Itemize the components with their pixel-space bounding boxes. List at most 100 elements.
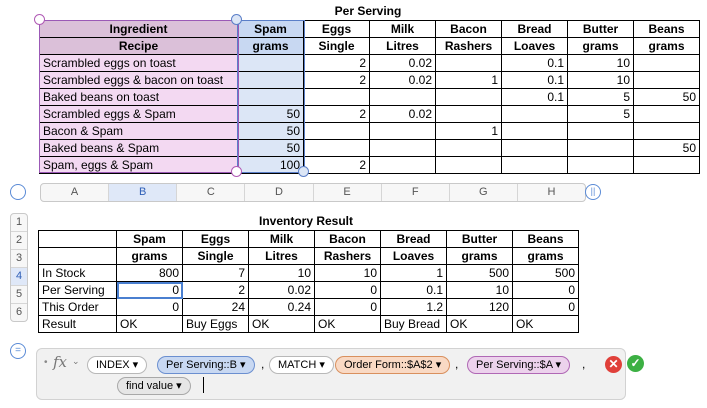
inventory-header-cell[interactable]: Loaves (380, 247, 447, 265)
inventory-label-cell[interactable]: Result (38, 315, 117, 333)
inventory-value-cell[interactable]: OK (248, 315, 315, 333)
inventory-value-cell[interactable]: 7 (182, 264, 249, 282)
inventory-header-cell[interactable]: Eggs (182, 230, 249, 248)
row-header-6[interactable]: 6 (15, 306, 23, 318)
inventory-value-cell[interactable]: 24 (182, 298, 249, 316)
recipe-name-cell[interactable]: Spam, eggs & Spam (39, 156, 238, 174)
column-header-a[interactable]: A (41, 184, 110, 201)
selection-handle-bottom-left[interactable] (231, 166, 242, 177)
per-serving-value-cell[interactable] (435, 88, 502, 106)
per-serving-value-cell[interactable]: 1 (435, 122, 502, 140)
per-serving-value-cell[interactable]: 50 (633, 139, 700, 157)
inventory-value-cell[interactable]: 0 (512, 281, 579, 299)
inventory-header-cell[interactable]: grams (116, 247, 183, 265)
per-serving-value-cell[interactable]: 0.1 (501, 88, 568, 106)
per-serving-value-cell[interactable] (435, 54, 502, 72)
per-serving-value-cell[interactable]: 0.02 (369, 105, 436, 123)
per-serving-value-cell[interactable]: 5 (567, 88, 634, 106)
inventory-value-cell[interactable]: 1 (380, 264, 447, 282)
inventory-value-cell[interactable]: OK (116, 315, 183, 333)
per-serving-value-cell[interactable]: 1 (435, 71, 502, 89)
inventory-header-cell[interactable] (38, 247, 117, 265)
row-header-3[interactable]: 3 (11, 250, 27, 268)
inventory-label-cell[interactable]: This Order (38, 298, 117, 316)
inventory-value-cell[interactable]: Buy Bread (380, 315, 447, 333)
inventory-value-cell[interactable]: 10 (446, 281, 513, 299)
per-serving-value-cell[interactable]: 10 (567, 54, 634, 72)
per-serving-header-cell[interactable]: Bread (501, 20, 568, 38)
per-serving-value-cell[interactable] (303, 88, 370, 106)
column-header-c[interactable]: C (177, 184, 246, 201)
per-serving-value-cell[interactable] (501, 105, 568, 123)
inventory-header-cell[interactable]: Beans (512, 230, 579, 248)
per-serving-value-cell[interactable]: 10 (567, 71, 634, 89)
per-serving-value-cell[interactable] (303, 122, 370, 140)
inventory-header-cell[interactable]: grams (512, 247, 579, 265)
per-serving-header-cell[interactable]: grams (237, 37, 304, 55)
fx-menu-chevron-icon[interactable]: ⌄ (72, 356, 80, 366)
per-serving-header-cell[interactable]: grams (633, 37, 700, 55)
cancel-formula-icon[interactable]: ✕ (605, 356, 622, 373)
per-serving-value-cell[interactable] (567, 156, 634, 174)
recipe-name-cell[interactable]: Baked beans & Spam (39, 139, 238, 157)
per-serving-value-cell[interactable]: 0.02 (369, 54, 436, 72)
column-header-h[interactable]: H (547, 186, 556, 198)
inventory-value-cell[interactable]: 0 (116, 281, 183, 299)
token-match[interactable]: MATCH ▾ (269, 356, 334, 374)
inventory-header-cell[interactable]: Single (182, 247, 249, 265)
column-header-d[interactable]: D (245, 184, 314, 201)
per-serving-value-cell[interactable]: 50 (237, 122, 304, 140)
recipe-name-cell[interactable]: Scrambled eggs & Spam (39, 105, 238, 123)
select-all-circle-icon[interactable] (10, 184, 26, 200)
inventory-value-cell[interactable]: OK (314, 315, 381, 333)
inventory-header-cell[interactable]: Milk (248, 230, 315, 248)
inventory-header-cell[interactable]: Spam (116, 230, 183, 248)
per-serving-value-cell[interactable] (435, 139, 502, 157)
per-serving-value-cell[interactable]: 5 (567, 105, 634, 123)
per-serving-value-cell[interactable] (633, 156, 700, 174)
token-order-form[interactable]: Order Form::$A$2 ▾ (335, 356, 451, 374)
inventory-value-cell[interactable]: 10 (314, 264, 381, 282)
row-header-1[interactable]: 1 (11, 214, 27, 232)
per-serving-value-cell[interactable] (567, 139, 634, 157)
inventory-value-cell[interactable]: Buy Eggs (182, 315, 249, 333)
per-serving-value-cell[interactable] (633, 122, 700, 140)
per-serving-value-cell[interactable] (237, 54, 304, 72)
inventory-value-cell[interactable]: OK (512, 315, 579, 333)
per-serving-value-cell[interactable] (369, 88, 436, 106)
per-serving-header-cell[interactable]: Ingredient (39, 20, 238, 38)
per-serving-value-cell[interactable] (633, 105, 700, 123)
per-serving-value-cell[interactable]: 50 (633, 88, 700, 106)
inventory-header-cell[interactable] (38, 230, 117, 248)
inventory-value-cell[interactable]: 10 (248, 264, 315, 282)
inventory-value-cell[interactable]: 0 (116, 298, 183, 316)
selection-handle-top-right[interactable] (231, 14, 242, 25)
per-serving-header-cell[interactable]: Bacon (435, 20, 502, 38)
inventory-value-cell[interactable]: 0 (512, 298, 579, 316)
per-serving-value-cell[interactable]: 100 (237, 156, 304, 174)
inventory-label-cell[interactable]: In Stock (38, 264, 117, 282)
per-serving-value-cell[interactable]: 2 (303, 105, 370, 123)
per-serving-value-cell[interactable]: 2 (303, 156, 370, 174)
selection-handle-bottom-right[interactable] (298, 166, 309, 177)
freeze-columns-handle-icon[interactable]: || (585, 184, 601, 200)
token-index[interactable]: INDEX ▾ (87, 356, 148, 374)
inventory-label-cell[interactable]: Per Serving (38, 281, 117, 299)
token-per-serving-b[interactable]: Per Serving::B ▾ (157, 356, 255, 374)
per-serving-value-cell[interactable] (501, 139, 568, 157)
per-serving-header-cell[interactable]: Milk (369, 20, 436, 38)
recipe-name-cell[interactable]: Scrambled eggs & bacon on toast (39, 71, 238, 89)
inventory-value-cell[interactable]: 500 (446, 264, 513, 282)
inventory-value-cell[interactable]: 2 (182, 281, 249, 299)
per-serving-header-cell[interactable]: Butter (567, 20, 634, 38)
inventory-value-cell[interactable]: 800 (116, 264, 183, 282)
inventory-value-cell[interactable]: 0.24 (248, 298, 315, 316)
per-serving-value-cell[interactable] (435, 105, 502, 123)
column-header-g[interactable]: G (450, 184, 518, 201)
per-serving-value-cell[interactable] (237, 88, 304, 106)
column-header-e[interactable]: E (314, 184, 382, 201)
inventory-value-cell[interactable]: 0.1 (380, 281, 447, 299)
per-serving-header-cell[interactable]: Litres (369, 37, 436, 55)
row-header-4[interactable]: 4 (11, 268, 27, 286)
per-serving-value-cell[interactable] (633, 71, 700, 89)
